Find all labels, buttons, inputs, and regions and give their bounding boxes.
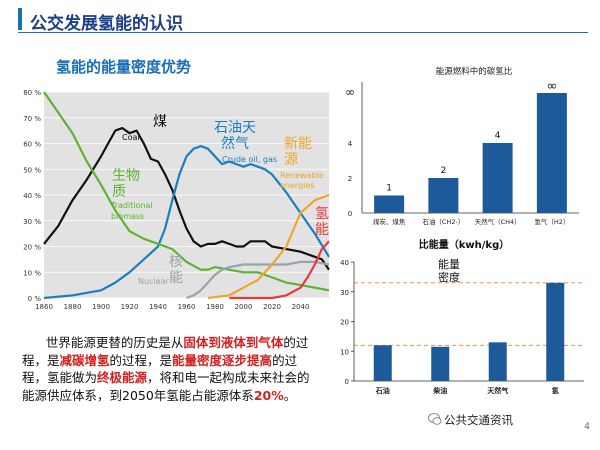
label-nuclear-cn-1: 核 (169, 254, 183, 270)
chart1-xtick-label: 1900 (92, 303, 110, 311)
para-highlight-1: 固体到液体到气体 (183, 335, 284, 350)
label-hydrogen-cn-1: 氢 (315, 206, 329, 222)
label-nuclear-cn-2: 能 (169, 270, 183, 286)
para-text-1: 世界能源更替的历史是从 (45, 335, 184, 350)
chart1-xtick-label: 1880 (64, 303, 82, 311)
energy-share-chart: 0 % 10 % 20 % 30 % 40 % 50 % 60 % 70 % 80 % 1860… (23, 89, 330, 311)
chart2-title: 能源燃料中的碳氢比 (436, 66, 513, 77)
label-renew-cn-2: 源 (284, 152, 298, 168)
series-line-traditional-biomass (43, 91, 330, 292)
chart1-ytick-label: 70 % (23, 115, 41, 123)
series-line-renewable-energies (207, 193, 330, 300)
para-text-6: 。 (283, 387, 297, 403)
para-text-5: ，将和电一起构成未来社会的能源供应体系，到2050年氢能占能源体系 (22, 370, 310, 403)
chart3-bar (488, 342, 507, 381)
section-subtitle: 氢能的能量密度优势 (56, 58, 192, 76)
para-text-2: 的过程，是 (22, 335, 309, 368)
chart2-category-label: 天然气（CH4） (475, 217, 521, 226)
title-accent-bar (18, 8, 22, 30)
series-line-hydrogen (229, 240, 330, 300)
chart2-bar (482, 143, 513, 213)
chart3-ytick-label: 0 (345, 378, 349, 386)
para-highlight-2: 减碳增氢 (59, 352, 110, 368)
chart3-bar (373, 345, 392, 381)
chart3-bar (546, 282, 565, 381)
series-line-nuclear (186, 260, 330, 300)
chart2-value-label: ∞ (546, 79, 557, 94)
hc-ratio-chart: 能源燃料中的碳氢比 0 2 4 ∞ 1 煤炭、煤焦 2 石油（CH2-） 4 天然气（CH4） ∞… (345, 66, 579, 226)
chart3-title: 比能量（kwh/kg） (419, 238, 509, 251)
chart3-ytick-label: 20 (340, 319, 349, 327)
chart1-ytick-label: 20 % (23, 244, 41, 252)
chart3-ytick-label: 30 (340, 289, 349, 297)
para-highlight-3: 能量密度逐步提高 (172, 352, 273, 368)
para-highlight-5: 20% (253, 387, 284, 403)
chart1-ytick-label: 10 % (23, 269, 41, 277)
label-hydrogen-cn-2: 能 (315, 222, 329, 238)
chart3-bar (431, 346, 450, 381)
chart2-bar (536, 93, 567, 213)
series-line-coal (43, 127, 330, 271)
chart1-xtick-label: 2000 (235, 303, 253, 311)
chart3-category-label: 天然气 (487, 386, 508, 395)
label-biomass-en-2: biomass (111, 212, 144, 221)
chart1-xtick-label: 1980 (206, 303, 224, 311)
chart2-ytick-label: 2 (348, 175, 352, 183)
page-title: 公交发展氢能的认识 (30, 14, 183, 34)
chart3-ytick-label: 10 (340, 348, 349, 356)
chart1-xtick-label: 1940 (149, 303, 167, 311)
series-line-crude-oil-gas (43, 145, 330, 300)
para-highlight-4: 终极能源 (97, 370, 148, 385)
chart2-ytick-label: 0 (348, 210, 352, 218)
chart3-category-label: 氢 (552, 386, 559, 395)
energy-density-annotation-2: 密度 (438, 270, 460, 284)
chart1-xtick-label: 1860 (35, 303, 53, 311)
chart2-ytick-label: 4 (348, 140, 353, 148)
chart3-category-label: 柴油 (432, 386, 447, 395)
label-biomass-cn-2: 质 (112, 184, 126, 200)
page-number: 4 (584, 422, 590, 432)
label-renew-cn-1: 新能 (284, 136, 312, 152)
chart2-ytick-label: ∞ (345, 85, 355, 99)
energy-density-annotation-1: 能量 (438, 257, 460, 271)
chart1-ytick-label: 60 % (23, 141, 41, 149)
para-text-4: 的过程，氢能做为 (22, 352, 298, 386)
chart1-xtick-label: 2040 (292, 303, 310, 311)
chart2-bar (374, 195, 405, 213)
chart2-category-label: 石油（CH2-） (422, 217, 464, 226)
chart1-xtick-label: 1960 (178, 303, 196, 311)
title-underline (18, 32, 588, 33)
chart1-ytick-label: 50 % (23, 166, 41, 174)
chart1-ytick-label: 30 % (23, 218, 41, 226)
label-oil-cn-1: 石油天 (214, 120, 256, 136)
chart2-value-label: 1 (386, 184, 392, 194)
chart1-xtick-label: 1920 (121, 303, 139, 311)
wechat-account-name: 公共交通资讯 (444, 413, 513, 427)
chart3-ytick-label: 40 (340, 259, 349, 267)
chart2-bar (428, 178, 459, 213)
specific-energy-chart: 比能量（kwh/kg） 能量 密度 0 10 20 30 40 石油 柴油 天然气 氢 (340, 238, 584, 395)
para-text-3: 的过程，是 (109, 352, 173, 368)
chart2-category-label: 氢气（H2） (534, 217, 569, 226)
chart1-ytick-label: 0 % (28, 295, 42, 303)
chart1-xtick-label: 2020 (263, 303, 281, 311)
wechat-icon (428, 413, 442, 425)
label-nuclear-en: Nuclear (138, 277, 170, 286)
chart1-ytick-label: 80 % (23, 89, 41, 97)
chart2-value-label: 2 (441, 166, 447, 176)
label-biomass-cn-1: 生物 (112, 168, 140, 184)
label-renew-en-2: energies (280, 181, 314, 190)
chart2-value-label: 4 (495, 131, 501, 141)
label-renew-en-1: Renewable (280, 171, 324, 180)
label-coal-en: Coal (122, 133, 140, 142)
label-biomass-en-1: Traditional (110, 201, 153, 210)
description-paragraph: 世界能源更替的历史是从固体到液体到气体的过程，是减碳增氢的过程，是能量密度逐步提… (22, 334, 314, 404)
chart2-category-label: 煤炭、煤焦 (373, 217, 406, 226)
label-oil-en: Crude oil, gas (222, 155, 277, 164)
label-coal-cn: 煤 (153, 114, 167, 130)
label-oil-cn-2: 然气 (221, 135, 249, 152)
chart1-ytick-label: 40 % (23, 192, 41, 200)
chart3-category-label: 石油 (375, 386, 390, 395)
